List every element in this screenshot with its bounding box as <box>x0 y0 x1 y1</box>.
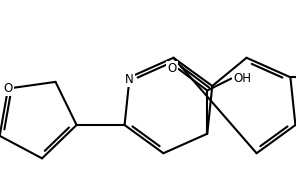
Text: O: O <box>167 62 176 75</box>
Text: O: O <box>3 82 13 95</box>
Text: N: N <box>125 73 134 86</box>
Text: OH: OH <box>233 72 251 85</box>
